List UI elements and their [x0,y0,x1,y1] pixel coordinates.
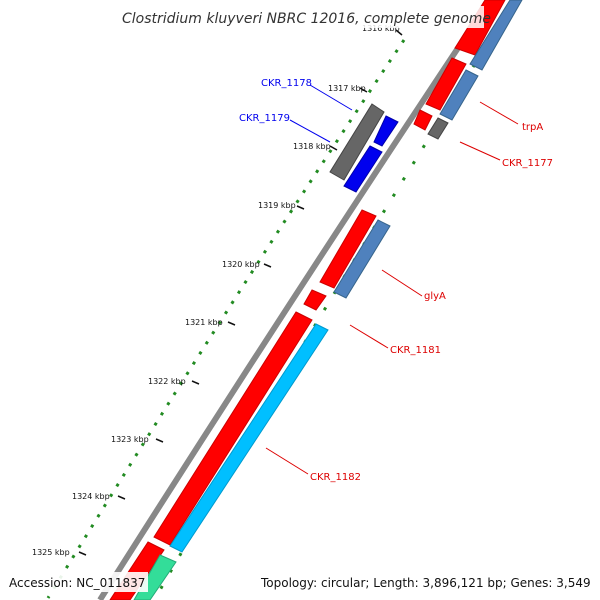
gene-label-ckr1181[interactable]: CKR_1181 [390,345,441,356]
leader-lines [265,84,519,475]
cds-gray-ckr1178 [329,103,385,181]
cds-steel-glyA [333,219,391,299]
title-backing [118,6,484,28]
accession-backing [6,572,148,592]
gene-label-ckr1178[interactable]: CKR_1178 [261,78,312,89]
cds-steel-1 [469,0,523,71]
gene-label-trpA[interactable]: trpA [522,122,543,133]
gene-label-glyA[interactable]: glyA [424,291,446,302]
tick-label: 1323 kbp [111,435,149,444]
tick-label: 1317 kbp [328,84,366,93]
cds-red-glyA [319,209,377,289]
cds-red-trpA-arrow [413,109,433,131]
accession-text: Accession: NC_011837 [9,576,145,590]
cds-steel-2 [439,69,479,121]
outer-tick-ring [46,39,406,599]
tick-label: 1320 kbp [222,260,260,269]
kbp-tick-marks [78,29,403,556]
gene-label-ckr1179[interactable]: CKR_1179 [239,113,290,124]
cds-gray-ckr1177 [427,117,449,140]
tick-label: 1318 kbp [293,142,331,151]
cds-blue-ckr1179 [343,145,383,193]
cds-red-2 [425,57,467,111]
tick-label: 1322 kbp [148,377,186,386]
tick-label: 1319 kbp [258,201,296,210]
genome-summary: Topology: circular; Length: 3,896,121 bp… [260,576,591,590]
reverse-cds-steel [333,0,523,299]
gene-label-ckr1177[interactable]: CKR_1177 [502,158,553,169]
backbone [97,0,493,600]
summary-backing [258,572,594,592]
gene-label-ckr1182[interactable]: CKR_1182 [310,472,361,483]
tick-label: 1321 kbp [185,318,223,327]
tick-label: 1316 kbp [362,24,400,33]
cds-red-long [153,311,313,546]
tick-label: 1324 kbp [72,492,110,501]
cds-blue-ckr1179-arrow [373,115,399,147]
reverse-cds-red [109,0,506,600]
map-title: Clostridium kluyveri NBRC 12016, complet… [122,11,491,27]
cds-red-small [303,289,327,311]
tick-label: 1325 kbp [32,548,70,557]
cds-cyan-ckr1182 [169,323,329,553]
